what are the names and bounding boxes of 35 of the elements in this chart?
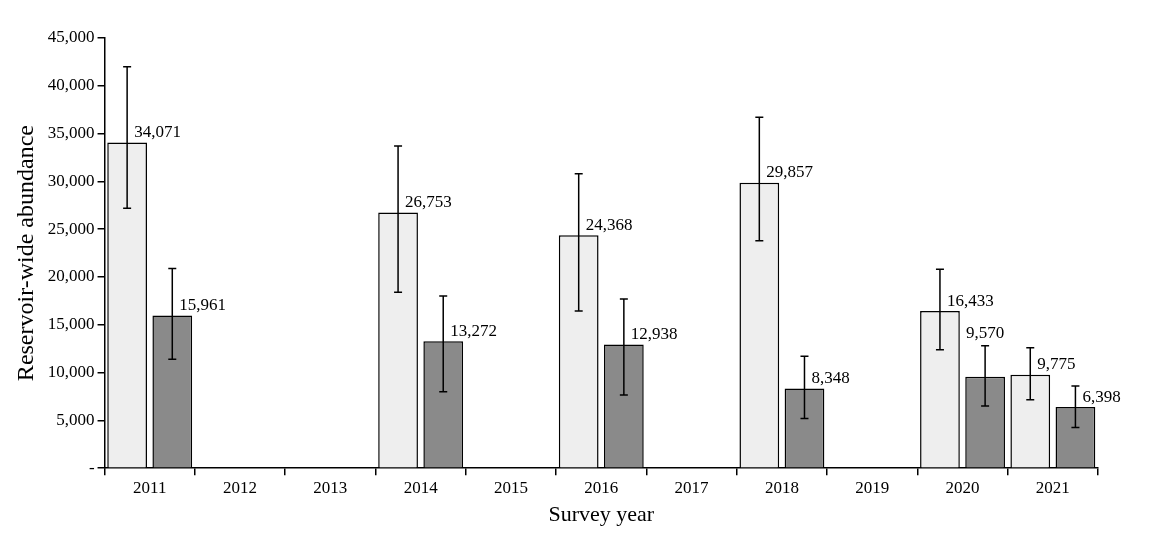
data-label: 9,775: [1037, 354, 1076, 374]
x-tick-label: 2021: [1035, 477, 1070, 497]
data-label: 24,368: [585, 214, 633, 234]
x-tick-label: 2013: [313, 477, 348, 497]
y-tick-label: 20,000: [47, 266, 95, 286]
y-tick-label: 5,000: [56, 409, 95, 429]
data-label: 34,071: [134, 121, 181, 141]
data-label: 15,961: [179, 295, 227, 315]
x-tick-label: 2020: [945, 477, 980, 497]
data-label: 9,570: [965, 323, 1005, 343]
x-tick-label: 2011: [133, 477, 167, 497]
data-label: 13,272: [450, 320, 497, 340]
y-tick-label: -: [88, 457, 95, 477]
y-tick-label: 10,000: [47, 362, 95, 382]
data-label: 16,433: [946, 290, 994, 310]
y-axis-title: Reservoir-wide abundance: [11, 125, 38, 382]
y-tick-label: 30,000: [47, 170, 95, 190]
x-axis-title: Survey year: [548, 500, 655, 526]
y-tick-label: 45,000: [47, 27, 95, 47]
data-label: 6,398: [1082, 386, 1121, 406]
x-tick-label: 2014: [403, 477, 439, 497]
x-tick-label: 2012: [223, 477, 258, 497]
data-label: 8,348: [811, 367, 850, 387]
x-tick-label: 2018: [764, 477, 799, 497]
data-label: 26,753: [405, 191, 452, 211]
x-tick-label: 2016: [584, 477, 619, 497]
y-tick-label: 15,000: [47, 314, 95, 334]
x-tick-label: 2019: [855, 477, 890, 497]
data-label: 12,938: [630, 323, 678, 343]
x-tick-label: 2015: [493, 477, 528, 497]
data-label: 29,857: [766, 162, 814, 182]
y-tick-label: 40,000: [47, 75, 95, 95]
y-tick-label: 25,000: [47, 218, 95, 238]
y-tick-label: 35,000: [47, 123, 95, 143]
x-tick-label: 2017: [674, 477, 710, 497]
